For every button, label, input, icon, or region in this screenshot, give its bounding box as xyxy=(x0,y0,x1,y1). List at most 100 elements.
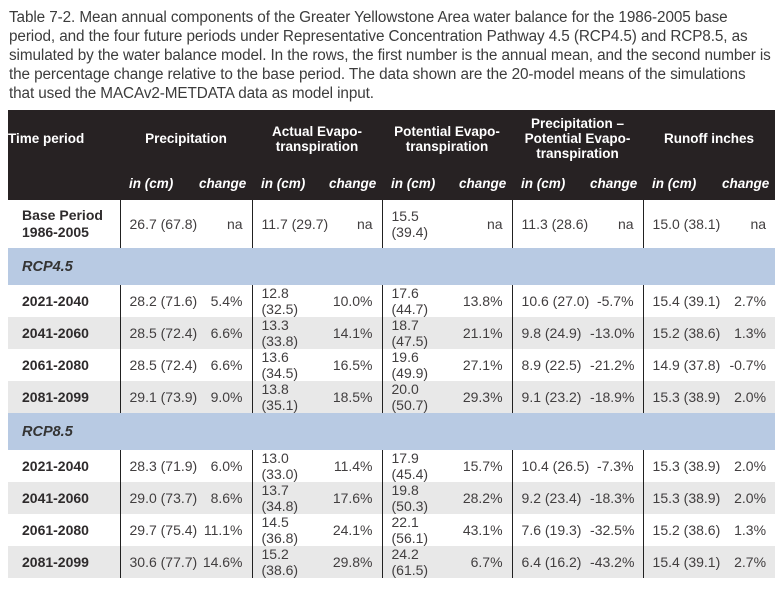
change-cell: 9.0% xyxy=(199,381,253,413)
column-header-precip-minus-pet: Precipitation – Potential Evapo- transpi… xyxy=(512,110,644,167)
change-cell: na xyxy=(356,216,373,232)
value-cell: 29.7 (75.4) xyxy=(119,514,199,546)
change-cell: 15.7% xyxy=(462,458,503,474)
value-cell: 10.4 (26.5) xyxy=(511,450,591,482)
change-cell: 27.1% xyxy=(462,357,503,373)
value-cell: 17.9 (45.4) xyxy=(381,450,460,482)
change-cell: 2.0% xyxy=(722,381,776,413)
value-cell: 6.4 (16.2) xyxy=(511,546,591,578)
change-cell: 8.6% xyxy=(199,482,253,514)
value-cell: 15.2 (38.6) xyxy=(642,317,723,349)
table-row: 2081-2099 29.1 (73.9) 9.0% 13.8 (35.1) 18.5%… xyxy=(8,381,776,413)
value-cell: 26.7 (67.8) xyxy=(119,200,199,248)
time-period-cell: 2061-2080 xyxy=(22,521,89,538)
change-cell: na xyxy=(617,216,634,232)
change-cell: 14.1% xyxy=(329,317,383,349)
table-header: Time period Precipitation Actual Evapo- … xyxy=(8,110,776,200)
value-cell: 9.1 (23.2) xyxy=(511,381,591,413)
change-cell: 14.6% xyxy=(199,546,253,578)
value-cell: 14.5 (36.8) xyxy=(251,514,330,546)
table-caption: Table 7-2. Mean annual components of the… xyxy=(9,9,771,102)
change-cell: 5.4% xyxy=(210,293,243,309)
subheader-spacer xyxy=(8,167,120,200)
table-body: Base Period 1986-2005 26.7 (67.8) na 11.7 (… xyxy=(8,200,776,578)
column-header-time-period: Time period xyxy=(8,110,120,167)
table-row: 2041-2060 28.5 (72.4) 6.6% 13.3 (33.8) 14.1%… xyxy=(8,317,776,349)
value-cell: 13.0 (33.0) xyxy=(251,450,330,482)
change-cell: na xyxy=(750,216,767,232)
change-cell: 21.1% xyxy=(459,317,513,349)
subheader-change: change xyxy=(459,167,513,200)
subheader-change: change xyxy=(722,167,776,200)
value-cell: 28.3 (71.9) xyxy=(119,450,199,482)
column-header-precipitation: Precipitation xyxy=(120,110,253,167)
value-cell: 20.0 (50.7) xyxy=(381,381,460,413)
value-cell: 10.6 (27.0) xyxy=(511,285,591,317)
change-cell: -21.2% xyxy=(590,357,635,373)
change-cell: 6.6% xyxy=(199,317,253,349)
value-cell: 15.2 (38.6) xyxy=(642,514,723,546)
value-cell: 9.8 (24.9) xyxy=(511,317,591,349)
value-cell: 9.2 (23.4) xyxy=(511,482,591,514)
scenario-band-label: RCP8.5 xyxy=(8,413,776,450)
value-cell: 15.4 (39.1) xyxy=(642,285,723,317)
time-period-cell: 2081-2099 xyxy=(8,546,120,578)
value-cell: 29.0 (73.7) xyxy=(119,482,199,514)
value-cell: 11.7 (29.7) xyxy=(251,200,330,248)
value-cell: 15.4 (39.1) xyxy=(642,546,723,578)
change-cell: 11.4% xyxy=(333,458,373,474)
change-cell: -13.0% xyxy=(590,317,644,349)
change-cell: -7.3% xyxy=(596,458,634,474)
subheader-change: change xyxy=(199,167,253,200)
value-cell: 19.8 (50.3) xyxy=(381,482,460,514)
change-cell: 2.0% xyxy=(722,482,776,514)
change-cell: 13.8% xyxy=(462,293,503,309)
change-cell: 6.6% xyxy=(210,357,243,373)
time-period-cell: 2021-2040 xyxy=(22,292,89,309)
value-cell: 7.6 (19.3) xyxy=(511,514,591,546)
change-cell: 1.3% xyxy=(722,317,776,349)
change-cell: 6.7% xyxy=(459,546,513,578)
value-cell: 14.9 (37.8) xyxy=(642,349,723,381)
change-cell: 10.0% xyxy=(332,293,373,309)
value-cell: 30.6 (77.7) xyxy=(119,546,199,578)
change-cell: 11.1% xyxy=(203,522,243,538)
value-cell: 29.1 (73.9) xyxy=(119,381,199,413)
value-cell: 11.3 (28.6) xyxy=(511,200,591,248)
subheader-in-cm: in (cm) xyxy=(252,167,330,200)
table-row: 2061-2080 29.7 (75.4) 11.1% 14.5 (36.8) 24.1… xyxy=(8,514,775,546)
change-cell: -5.7% xyxy=(596,293,634,309)
time-period-cell: Base Period 1986-2005 xyxy=(22,207,103,240)
value-cell: 28.5 (72.4) xyxy=(119,349,199,381)
value-cell: 15.3 (38.9) xyxy=(642,482,723,514)
change-cell: 16.5% xyxy=(332,357,373,373)
value-cell: 13.7 (34.8) xyxy=(251,482,330,514)
change-cell: 2.7% xyxy=(722,546,776,578)
scenario-band-row: RCP8.5 xyxy=(8,413,776,450)
time-period-cell: 2041-2060 xyxy=(8,482,120,514)
change-cell: 6.0% xyxy=(210,458,243,474)
value-cell: 18.7 (47.5) xyxy=(381,317,460,349)
value-cell: 13.8 (35.1) xyxy=(251,381,330,413)
value-cell: 8.9 (22.5) xyxy=(511,349,591,381)
time-period-cell: 2021-2040 xyxy=(22,457,89,474)
table-row: 2021-2040 28.3 (71.9) 6.0% 13.0 (33.0) 11.4%… xyxy=(8,450,775,482)
value-cell: 15.0 (38.1) xyxy=(642,200,723,248)
table-row: 2081-2099 30.6 (77.7) 14.6% 15.2 (38.6) 29.8… xyxy=(8,546,776,578)
change-cell: 28.2% xyxy=(459,482,513,514)
subheader-in-cm: in (cm) xyxy=(382,167,460,200)
subheader-change: change xyxy=(590,167,644,200)
value-cell: 13.6 (34.5) xyxy=(251,349,330,381)
scenario-band-label: RCP4.5 xyxy=(8,248,776,285)
change-cell: 2.0% xyxy=(734,458,767,474)
scenario-band-row: RCP4.5 xyxy=(8,248,776,285)
column-header-actual-evapotranspiration: Actual Evapo- transpiration xyxy=(252,110,383,167)
subheader-in-cm: in (cm) xyxy=(512,167,591,200)
change-cell: na xyxy=(486,216,503,232)
subheader-in-cm: in (cm) xyxy=(643,167,723,200)
column-header-runoff: Runoff inches xyxy=(643,110,776,167)
value-cell: 15.5 (39.4) xyxy=(381,200,460,248)
change-cell: -32.5% xyxy=(590,522,635,538)
change-cell: 29.3% xyxy=(459,381,513,413)
